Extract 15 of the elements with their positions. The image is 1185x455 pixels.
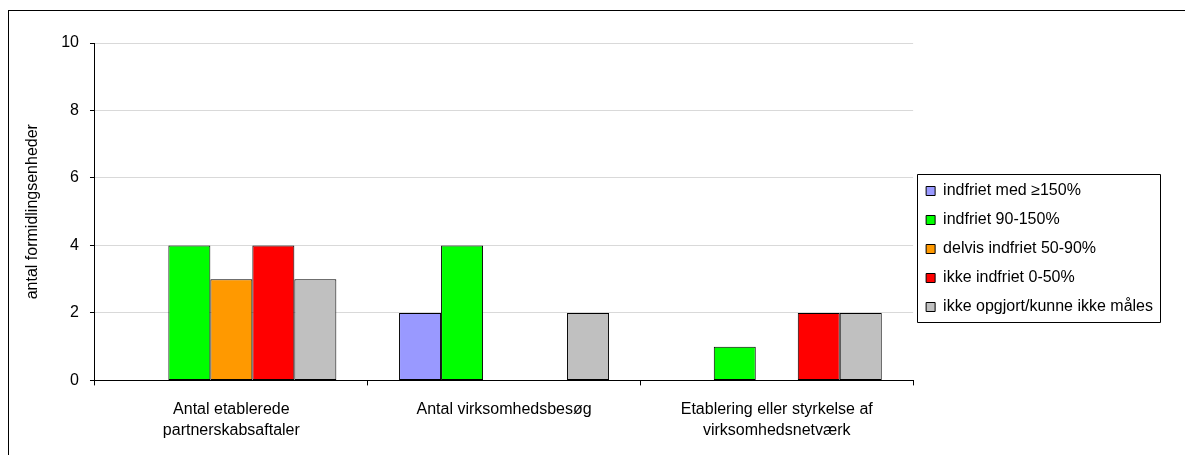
x-tick-label: Antal etablerede partnerskabsaftaler bbox=[162, 400, 301, 439]
y-tick-label: 2 bbox=[70, 303, 80, 321]
x-tick-label: Etablering eller styrkelse af virksomhedsnetværk bbox=[680, 400, 874, 439]
y-axis-title: antal formidlingsenheder bbox=[23, 123, 41, 300]
legend-label: delvis indfriet 50-90% bbox=[943, 239, 1097, 257]
legend-label: ikke opgjort/kunne ikke måles bbox=[943, 297, 1154, 315]
legend-label: indfriet 90-150% bbox=[943, 210, 1060, 228]
y-tick-label: 6 bbox=[70, 168, 80, 186]
legend-label: ikke indfriet 0-50% bbox=[943, 268, 1075, 286]
y-tick-label: 10 bbox=[61, 33, 80, 51]
legend-label: indfriet med ≥150% bbox=[943, 181, 1081, 199]
y-tick-label: 0 bbox=[70, 370, 80, 388]
y-tick-label: 4 bbox=[70, 235, 80, 253]
x-tick-label: Antal virksomhedsbesøg bbox=[416, 400, 592, 418]
y-tick-label: 8 bbox=[70, 100, 80, 118]
